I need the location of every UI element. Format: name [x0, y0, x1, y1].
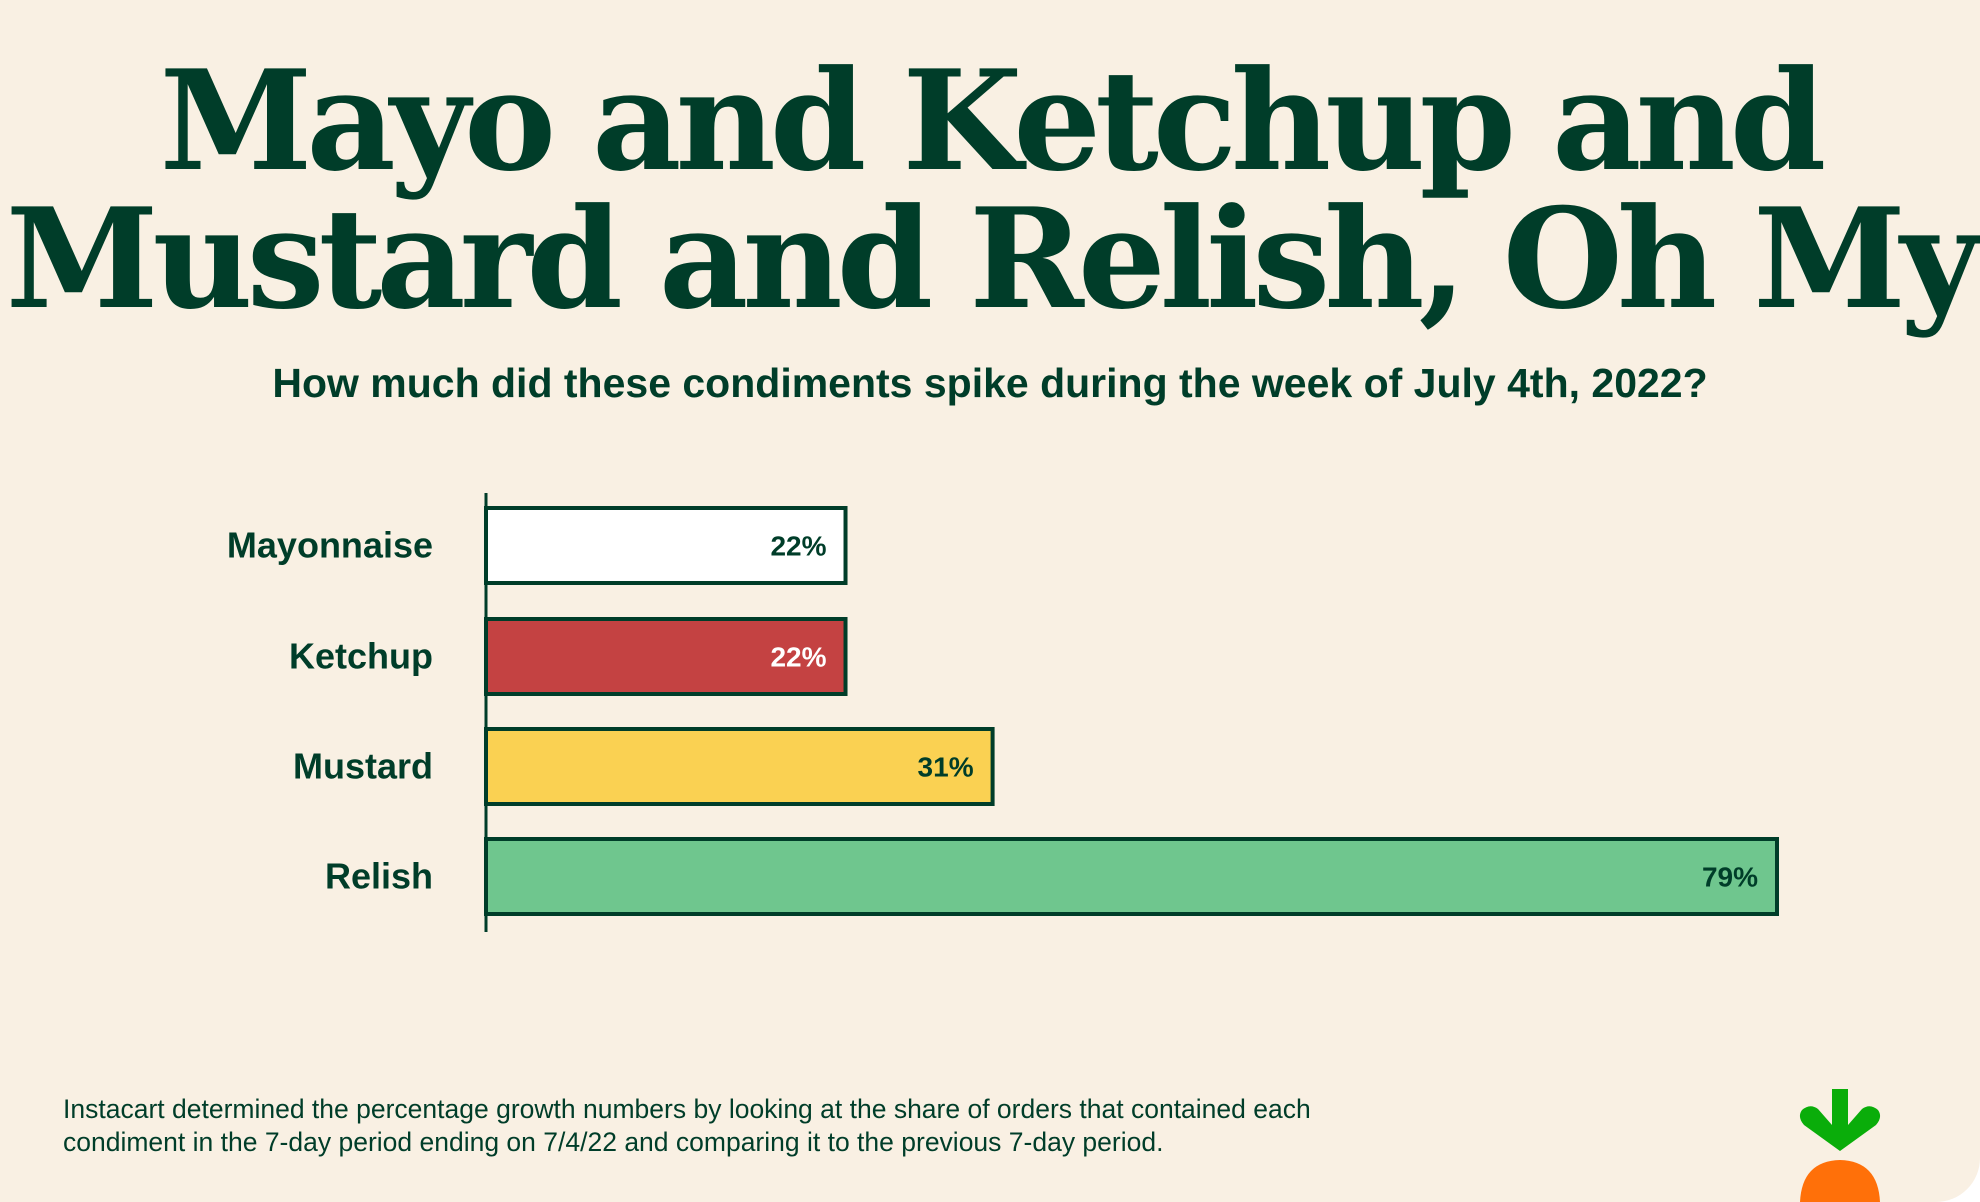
- bar-mustard: [484, 727, 995, 806]
- title-line-1: Mayo and Ketchup and: [159, 39, 1827, 202]
- bar-chart: Mayonnaise 22% Ketchup 22% Mustard 31% Relish 7…: [227, 493, 1779, 932]
- category-label-mayonnaise: Mayonnaise: [227, 525, 433, 566]
- carrot-leaf-icon: [1799, 1089, 1881, 1151]
- data-label-ketchup: 22%: [770, 642, 826, 673]
- subtitle: How much did these condiments spike duri…: [272, 360, 1708, 406]
- bar-relish: [484, 837, 1779, 916]
- footnote-line-1: Instacart determined the percentage grow…: [63, 1094, 1311, 1124]
- data-label-mustard: 31%: [918, 752, 974, 783]
- category-label-mustard: Mustard: [293, 746, 433, 787]
- footnote: Instacart determined the percentage grow…: [63, 1093, 1563, 1159]
- instacart-carrot-logo: [1799, 1089, 1881, 1202]
- data-label-relish: 79%: [1702, 862, 1758, 893]
- data-label-mayonnaise: 22%: [770, 531, 826, 562]
- category-label-relish: Relish: [325, 856, 433, 897]
- category-label-ketchup: Ketchup: [289, 636, 433, 677]
- footnote-line-2: condiment in the 7-day period ending on …: [63, 1127, 1164, 1157]
- title-line-2: Mustard and Relish, Oh My: [5, 177, 1980, 340]
- bar-mayonnaise: [484, 506, 848, 585]
- carrot-body-icon: [1800, 1160, 1880, 1202]
